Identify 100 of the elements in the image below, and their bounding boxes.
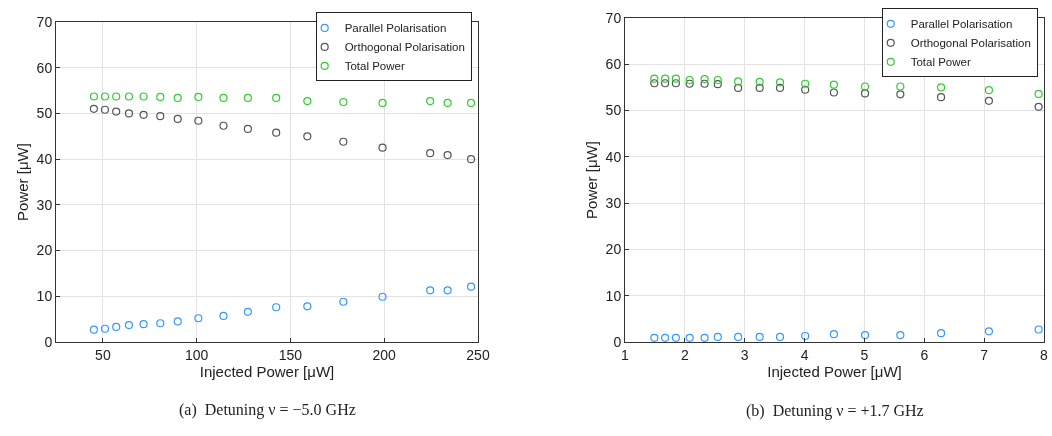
point — [173, 93, 182, 102]
point — [378, 143, 387, 152]
x-tick-label: 6 — [920, 346, 929, 363]
point — [775, 332, 785, 342]
point — [219, 311, 228, 321]
point — [685, 75, 694, 85]
y-tick-label: 0 — [44, 333, 53, 350]
point — [801, 331, 810, 341]
point — [650, 79, 659, 88]
y-tick-label: 50 — [36, 105, 53, 122]
point — [89, 92, 98, 101]
x-tick-label: 2 — [680, 346, 689, 363]
point — [650, 74, 659, 83]
point — [466, 282, 476, 291]
point — [734, 83, 743, 92]
point — [734, 332, 743, 342]
point — [243, 307, 252, 316]
point — [219, 121, 228, 130]
point — [984, 96, 994, 105]
point — [700, 333, 709, 342]
point — [801, 85, 810, 94]
legend-label: Parallel Polarisation — [910, 18, 1013, 31]
y-tick-label: 40 — [36, 151, 53, 168]
point — [896, 330, 905, 340]
x-tick-label: 200 — [372, 346, 397, 363]
y-tick-label: 10 — [36, 288, 53, 305]
point — [426, 286, 435, 295]
y-axis-title: Power [μW] — [13, 143, 31, 221]
point — [124, 92, 134, 101]
point — [243, 124, 252, 134]
point — [936, 93, 946, 102]
point — [426, 149, 435, 158]
x-tick-label: 3 — [740, 346, 749, 363]
point — [685, 333, 694, 342]
y-tick-label: 30 — [605, 195, 622, 212]
x-tick-label: 5 — [860, 346, 869, 363]
point — [219, 93, 228, 102]
point — [775, 78, 785, 87]
point — [661, 74, 670, 83]
point — [272, 128, 281, 137]
point — [378, 292, 387, 301]
point — [896, 82, 905, 91]
point — [671, 333, 680, 342]
point — [339, 97, 348, 107]
y-tick-label: 60 — [605, 56, 622, 73]
point — [443, 286, 452, 295]
point — [860, 330, 870, 340]
point — [1034, 102, 1043, 111]
point — [829, 88, 838, 97]
legend-label: Total Power — [344, 60, 405, 73]
x-tick-label: 4 — [800, 346, 809, 363]
point — [156, 92, 165, 102]
point — [801, 79, 810, 88]
point — [755, 83, 764, 92]
point — [671, 79, 680, 88]
legend-label: Orthogonal Polarisation — [344, 41, 465, 54]
point — [124, 109, 134, 118]
point — [896, 90, 905, 99]
point — [124, 320, 134, 330]
point — [100, 105, 110, 114]
point — [194, 314, 203, 323]
point — [671, 74, 680, 83]
x-axis-title: Injected Power [μW] — [767, 362, 902, 380]
point — [860, 89, 870, 98]
x-tick-label: 100 — [184, 346, 209, 363]
point — [713, 75, 722, 85]
y-tick-label: 0 — [613, 333, 622, 350]
point — [243, 93, 252, 102]
y-tick-label: 70 — [36, 13, 53, 30]
point — [650, 333, 659, 342]
point — [112, 107, 121, 116]
point — [112, 322, 121, 332]
point — [443, 98, 452, 108]
legend-label: Total Power — [910, 56, 971, 69]
point — [303, 132, 312, 141]
point — [734, 77, 743, 86]
point — [1034, 325, 1043, 334]
point — [173, 114, 182, 124]
point — [700, 75, 709, 84]
y-tick-label: 70 — [605, 9, 622, 26]
point — [303, 96, 312, 106]
point — [156, 112, 165, 121]
point — [112, 92, 121, 101]
point — [426, 96, 435, 106]
point — [466, 98, 476, 108]
point — [984, 86, 994, 95]
x-tick-label: 50 — [95, 346, 111, 363]
point — [89, 325, 98, 334]
y-axis-title: Power [μW] — [582, 141, 600, 219]
point — [700, 79, 709, 88]
text: (b) Detuning ν = +1.7 GHz — [746, 402, 924, 420]
point — [100, 324, 110, 333]
x-tick-label: 8 — [1040, 346, 1049, 363]
x-tick-label: 150 — [278, 346, 303, 363]
legend-label: Orthogonal Polarisation — [910, 37, 1031, 50]
point — [339, 297, 348, 306]
y-tick-label: 60 — [36, 59, 53, 76]
point — [661, 79, 670, 88]
point — [1034, 89, 1043, 99]
point — [661, 333, 670, 342]
